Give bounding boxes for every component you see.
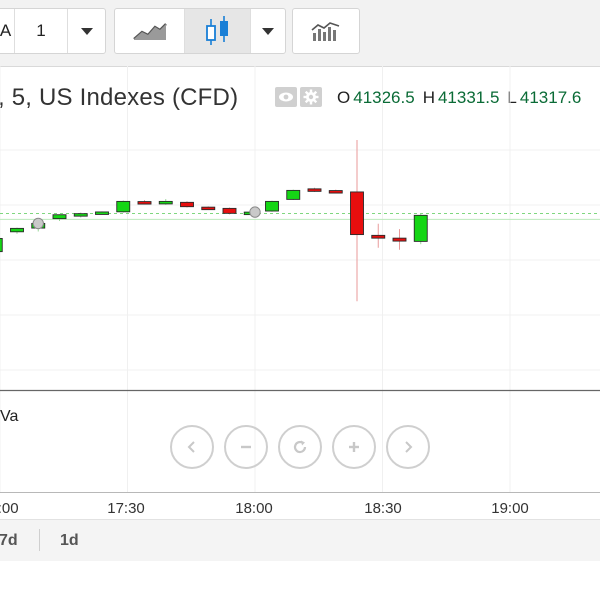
range-button-1d[interactable]: 1d — [60, 532, 79, 549]
minus-icon — [241, 445, 251, 449]
candle-body — [158, 200, 173, 205]
candle — [307, 187, 322, 192]
symbol-title: , 5, US Indexes (CFD) — [0, 84, 239, 111]
plus-icon — [349, 442, 359, 452]
line-chart-icon — [132, 23, 167, 40]
candle-body — [10, 227, 24, 233]
candle — [158, 199, 173, 205]
zoom-in-button[interactable] — [332, 425, 376, 469]
time-axis: 7:00 17:30 18:00 18:30 19:00 — [0, 492, 600, 518]
interval-dropdown-button[interactable] — [68, 9, 105, 53]
legend-actions — [275, 87, 323, 107]
candle — [350, 140, 364, 302]
reset-icon — [293, 440, 307, 454]
candle — [201, 206, 216, 211]
event-marker — [32, 217, 44, 230]
price-lines — [0, 213, 600, 220]
candle-body — [95, 211, 109, 215]
low-label: L — [507, 88, 517, 107]
chart-toolbar: A 1 — [0, 0, 600, 67]
time-tick-label: 17:30 — [107, 500, 145, 517]
candle — [222, 207, 237, 215]
chart-grid — [0, 66, 600, 492]
chevron-right-icon — [405, 441, 413, 453]
interval-prefix-label: A — [0, 21, 12, 40]
candle-body — [222, 207, 237, 214]
chart-legend: , 5, US Indexes (CFD) O 41326.5 H 41331.5 L 4… — [0, 84, 600, 114]
candle — [286, 189, 301, 201]
ohlc-values: O 41326.5 H 41331.5 L 41317.6 — [337, 88, 589, 108]
candle — [137, 200, 152, 205]
candle-body — [137, 201, 152, 205]
candle-body — [265, 200, 279, 212]
candle — [392, 229, 407, 250]
candle-body — [328, 190, 343, 194]
gear-icon — [303, 89, 319, 105]
interval-value: 1 — [36, 21, 46, 40]
time-tick-label: 7:00 — [0, 500, 19, 517]
candle-body — [286, 189, 301, 200]
chevron-left-icon — [187, 441, 195, 453]
candle — [52, 214, 67, 221]
open-label: O — [337, 88, 351, 107]
visibility-toggle[interactable] — [275, 87, 297, 107]
range-divider — [39, 529, 40, 551]
open-value: 41326.5 — [353, 88, 415, 107]
candle — [328, 189, 343, 194]
high-value: 41331.5 — [437, 88, 500, 107]
time-tick-label: 18:00 — [235, 500, 273, 517]
high-label: H — [422, 88, 435, 107]
candle-body — [0, 238, 3, 253]
candle — [371, 223, 386, 248]
candle — [73, 212, 88, 218]
candle — [413, 213, 428, 245]
chart-type-selector — [114, 8, 286, 54]
candle — [180, 201, 194, 208]
candle — [265, 200, 279, 212]
event-marker — [249, 206, 261, 218]
event-markers — [32, 206, 261, 230]
low-value: 41317.6 — [519, 88, 582, 107]
candle-body — [392, 237, 407, 242]
candlestick-icon — [205, 16, 228, 45]
volume-pane-label: Va — [0, 408, 19, 425]
date-range-bar: 7d 1d — [0, 519, 600, 561]
chart-type-dropdown-button[interactable] — [251, 9, 285, 53]
candle-body — [180, 201, 194, 208]
zoom-out-button[interactable] — [224, 425, 268, 469]
interval-value-field[interactable]: 1 — [15, 9, 68, 53]
interval-selector[interactable]: A 1 — [0, 8, 106, 54]
line-chart-button[interactable] — [115, 9, 185, 53]
indicators-button[interactable] — [292, 8, 360, 54]
candle-body — [371, 234, 386, 239]
candles — [0, 140, 428, 302]
time-tick-label: 19:00 — [491, 500, 529, 517]
time-tick-label: 18:30 — [364, 500, 402, 517]
chevron-down-icon — [262, 27, 274, 35]
range-button-7d[interactable]: 7d — [0, 532, 18, 549]
candle — [10, 227, 24, 234]
chevron-down-icon — [80, 27, 93, 35]
candle-body — [350, 191, 364, 236]
candle — [0, 238, 3, 253]
eye-icon — [279, 92, 293, 102]
candle-body — [201, 206, 216, 211]
candle — [116, 200, 131, 213]
candle-body — [307, 188, 322, 192]
indicators-button-inner — [293, 9, 359, 53]
candlestick-button[interactable] — [185, 9, 251, 53]
candle-body — [52, 214, 67, 220]
scroll-left-button[interactable] — [170, 425, 214, 469]
candle — [95, 211, 109, 215]
candle-body — [413, 214, 428, 242]
candle-body — [116, 200, 131, 213]
reset-zoom-button[interactable] — [278, 425, 322, 469]
settings-button[interactable] — [300, 87, 322, 107]
scroll-right-button[interactable] — [386, 425, 430, 469]
candlestick-chart[interactable] — [0, 0, 600, 519]
interval-prefix[interactable]: A — [0, 9, 15, 53]
candle-body — [73, 213, 88, 217]
indicators-icon — [311, 22, 340, 41]
